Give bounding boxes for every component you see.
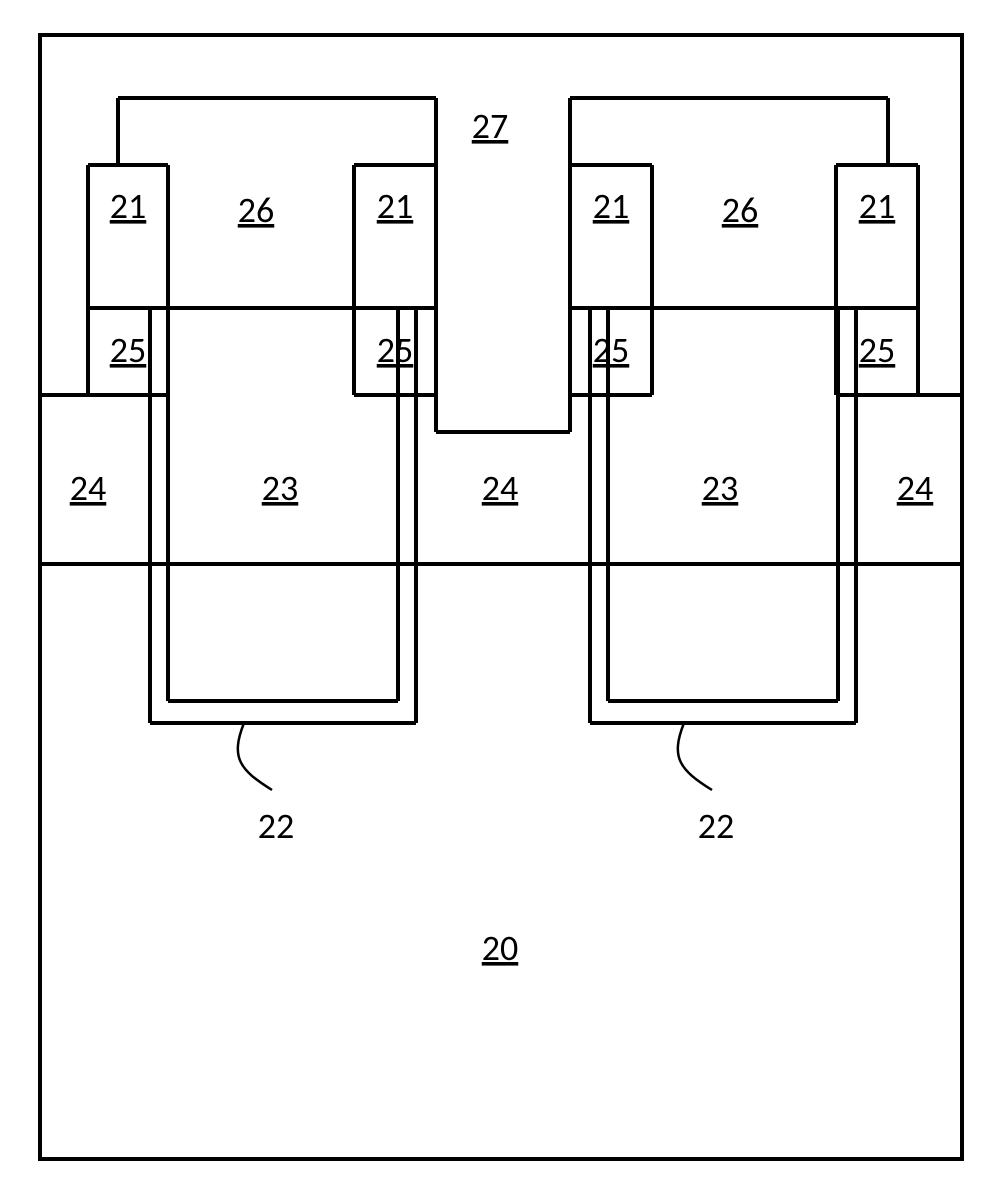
lbl-24-right: 24 bbox=[897, 466, 934, 510]
lbl-22-left: 22 bbox=[258, 804, 295, 848]
lbl-21-2: 21 bbox=[377, 184, 414, 228]
lbl-21-1: 21 bbox=[110, 184, 147, 228]
lbl-20: 20 bbox=[482, 926, 519, 970]
lbl-22-right: 22 bbox=[698, 804, 735, 848]
lbl-25-2: 25 bbox=[377, 328, 414, 372]
diagram-svg: 27 26 26 21 21 21 21 25 25 25 25 24 24 24 23 23 22 22 20 bbox=[0, 0, 1002, 1194]
lbl-23-right: 23 bbox=[702, 466, 739, 510]
lbl-21-4: 21 bbox=[859, 184, 896, 228]
lbl-26-left: 26 bbox=[238, 188, 275, 232]
lbl-24-left: 24 bbox=[70, 466, 107, 510]
lbl-25-3: 25 bbox=[593, 328, 630, 372]
lbl-23-left: 23 bbox=[262, 466, 299, 510]
lbl-25-1: 25 bbox=[110, 328, 147, 372]
lbl-25-4: 25 bbox=[859, 328, 896, 372]
geometry-layer bbox=[40, 35, 962, 1159]
lbl-27: 27 bbox=[472, 104, 509, 148]
labels-layer: 27 26 26 21 21 21 21 25 25 25 25 24 24 24 23 23 22 22 20 bbox=[70, 104, 934, 970]
lbl-26-right: 26 bbox=[722, 188, 759, 232]
lbl-24-center: 24 bbox=[482, 466, 519, 510]
lbl-21-3: 21 bbox=[593, 184, 630, 228]
